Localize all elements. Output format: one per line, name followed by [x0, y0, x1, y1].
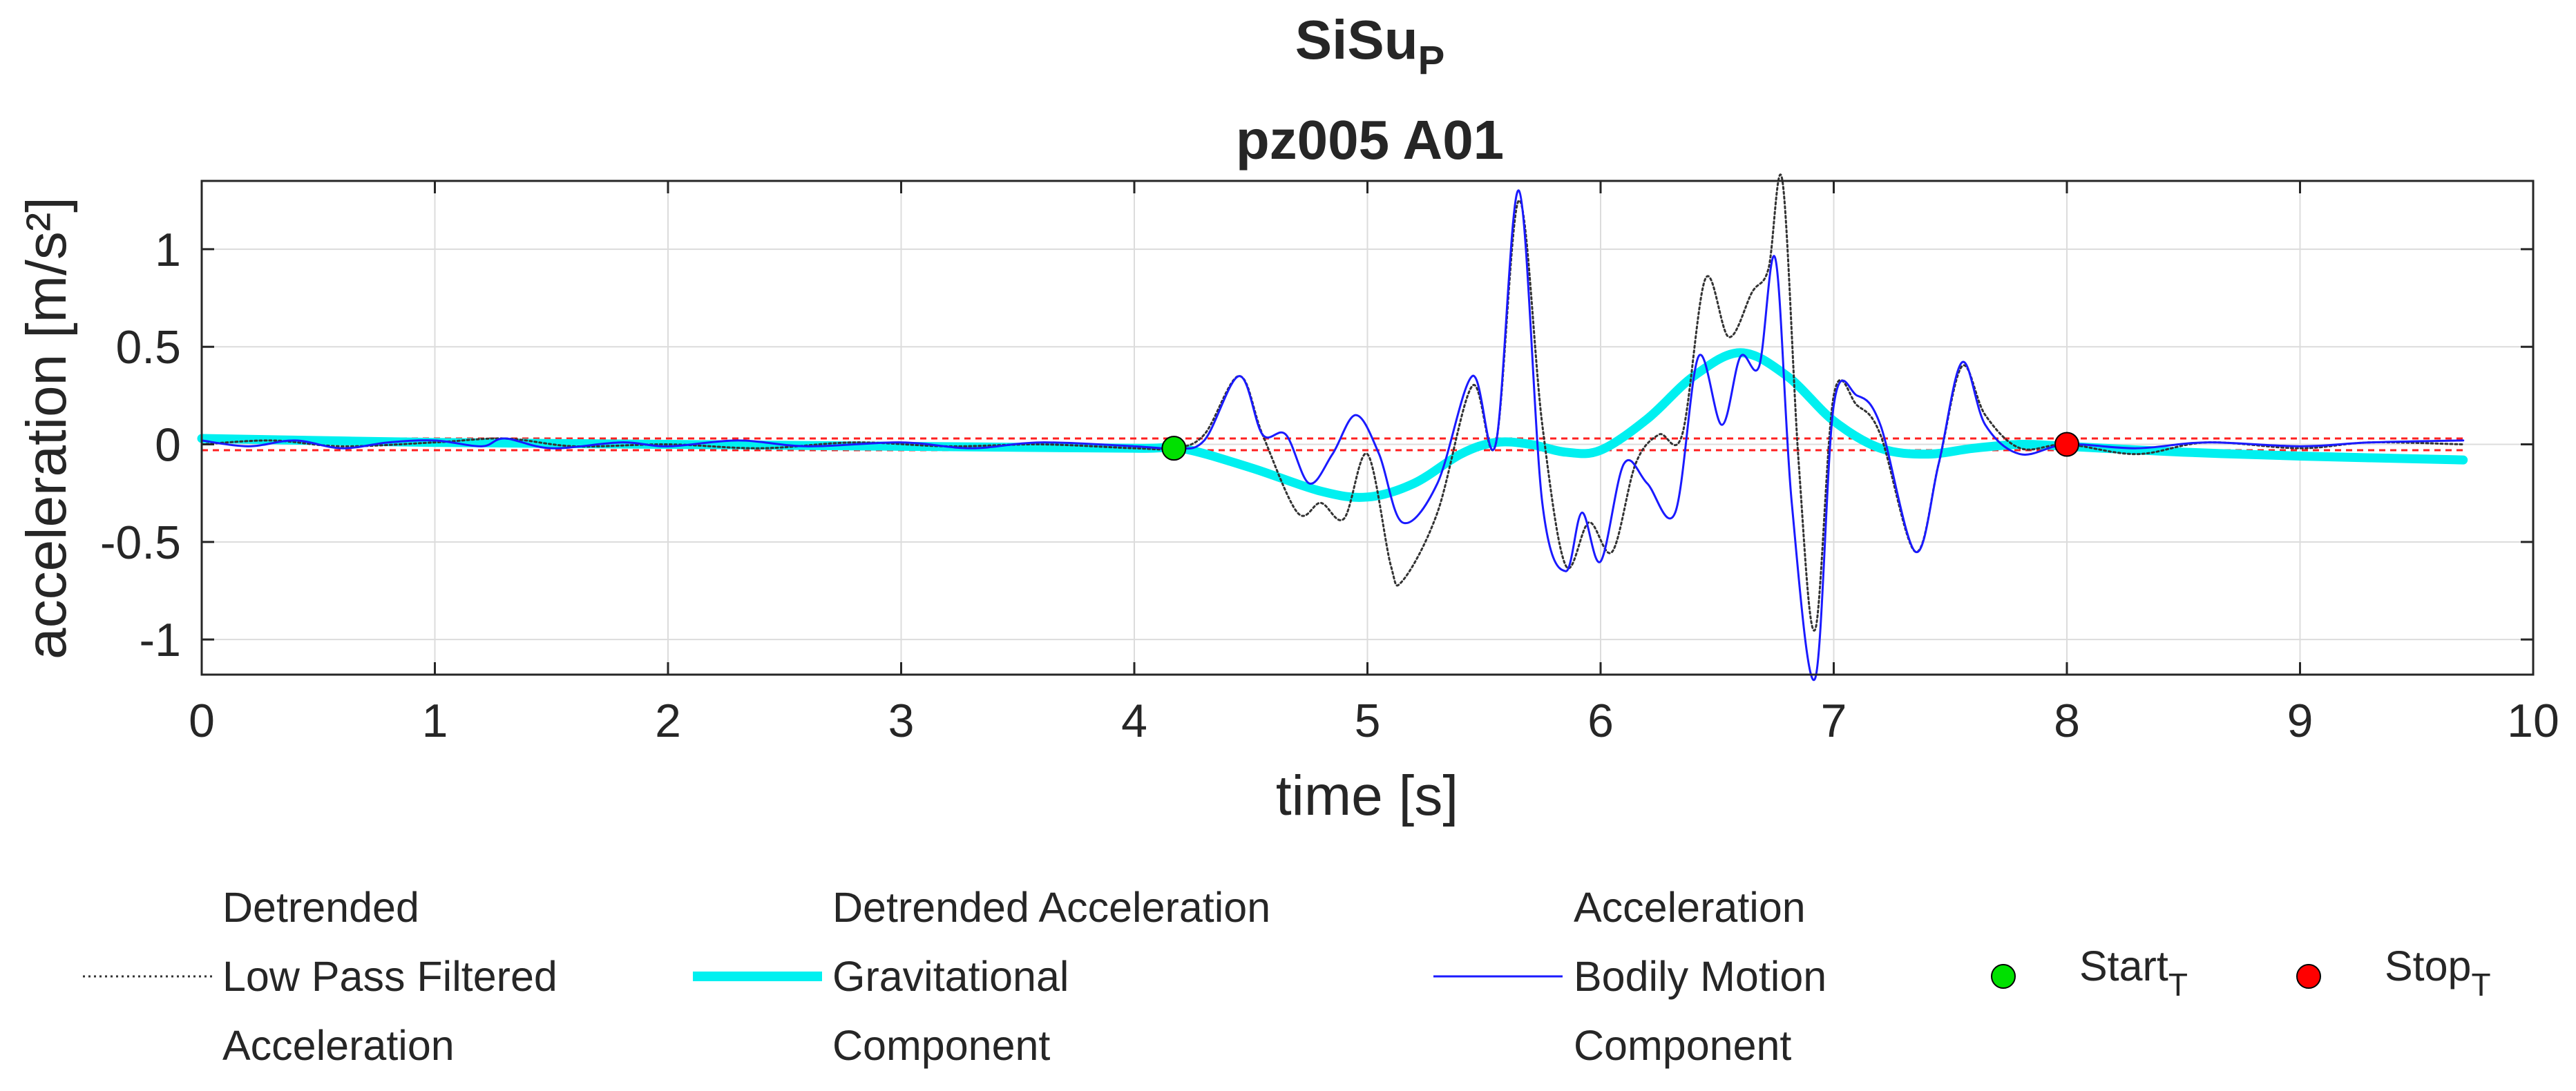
x-axis-label: time [s]	[1276, 764, 1458, 827]
legend: Detrended Low Pass Filtered Acceleration…	[83, 884, 2491, 1069]
markers-layer	[1161, 432, 2079, 461]
legend-label-bodily-3: Component	[1574, 1022, 1791, 1069]
x-tick-label-1: 1	[422, 695, 448, 747]
y-tick-label-3: 0.5	[115, 321, 181, 374]
series-line-2	[200, 189, 2465, 682]
x-tick-label-6: 6	[1587, 695, 1614, 747]
x-tick-label-8: 8	[2054, 695, 2080, 747]
legend-entry-bodily: Acceleration Bodily Motion Component	[1433, 884, 1826, 1069]
y-axis-label: acceleration [m/s²]	[15, 197, 78, 659]
y-tick-label-1: -0.5	[100, 516, 181, 569]
chart-title: SiSuP	[1295, 9, 1445, 83]
y-tick-label-0: -1	[140, 614, 181, 666]
x-tick-label-5: 5	[1355, 695, 1381, 747]
legend-entry-stop: StopT	[2296, 943, 2491, 1003]
legend-label-stop: StopT	[2385, 943, 2491, 1003]
legend-swatch-start	[1991, 964, 2016, 989]
y-tick-label-2: 0	[155, 419, 181, 472]
series-layer	[197, 173, 2468, 682]
x-tick-label-2: 2	[655, 695, 681, 747]
legend-label-gravitational-2: Gravitational	[832, 953, 1069, 1000]
marker-stop	[2054, 432, 2079, 457]
legend-label-gravitational-1: Detrended Acceleration	[832, 884, 1270, 931]
x-tick-label-0: 0	[189, 695, 215, 747]
legend-label-start: StartT	[2079, 943, 2188, 1003]
marker-start	[1161, 436, 1187, 461]
chart-title-main: SiSu	[1295, 9, 1418, 70]
axis-ticks: 0 1 2 3 4 5 6 7 8 9 10 -1 -0.5 0 0.5 1	[100, 181, 2559, 747]
legend-label-gravitational-3: Component	[832, 1022, 1050, 1069]
series-line-1	[197, 348, 2468, 502]
x-tick-label-10: 10	[2507, 695, 2559, 747]
legend-entry-start: StartT	[1991, 943, 2188, 1003]
x-tick-label-4: 4	[1121, 695, 1147, 747]
y-tick-label-4: 1	[155, 224, 181, 276]
x-tick-label-9: 9	[2287, 695, 2313, 747]
chart-title-sub: P	[1418, 38, 1445, 83]
x-tick-label-7: 7	[1821, 695, 1847, 747]
legend-entry-low-pass: Detrended Low Pass Filtered Acceleration	[83, 884, 557, 1069]
x-tick-label-3: 3	[888, 695, 915, 747]
legend-label-low-pass-2: Low Pass Filtered	[222, 953, 557, 1000]
legend-label-low-pass-1: Detrended	[222, 884, 419, 931]
legend-swatch-stop	[2296, 964, 2321, 989]
legend-label-bodily-2: Bodily Motion	[1574, 953, 1826, 1000]
chart-subtitle: pz005 A01	[1236, 109, 1504, 171]
legend-label-low-pass-3: Acceleration	[222, 1022, 455, 1069]
legend-label-bodily-1: Acceleration	[1574, 884, 1806, 931]
legend-entry-gravitational: Detrended Acceleration Gravitational Com…	[693, 884, 1270, 1069]
